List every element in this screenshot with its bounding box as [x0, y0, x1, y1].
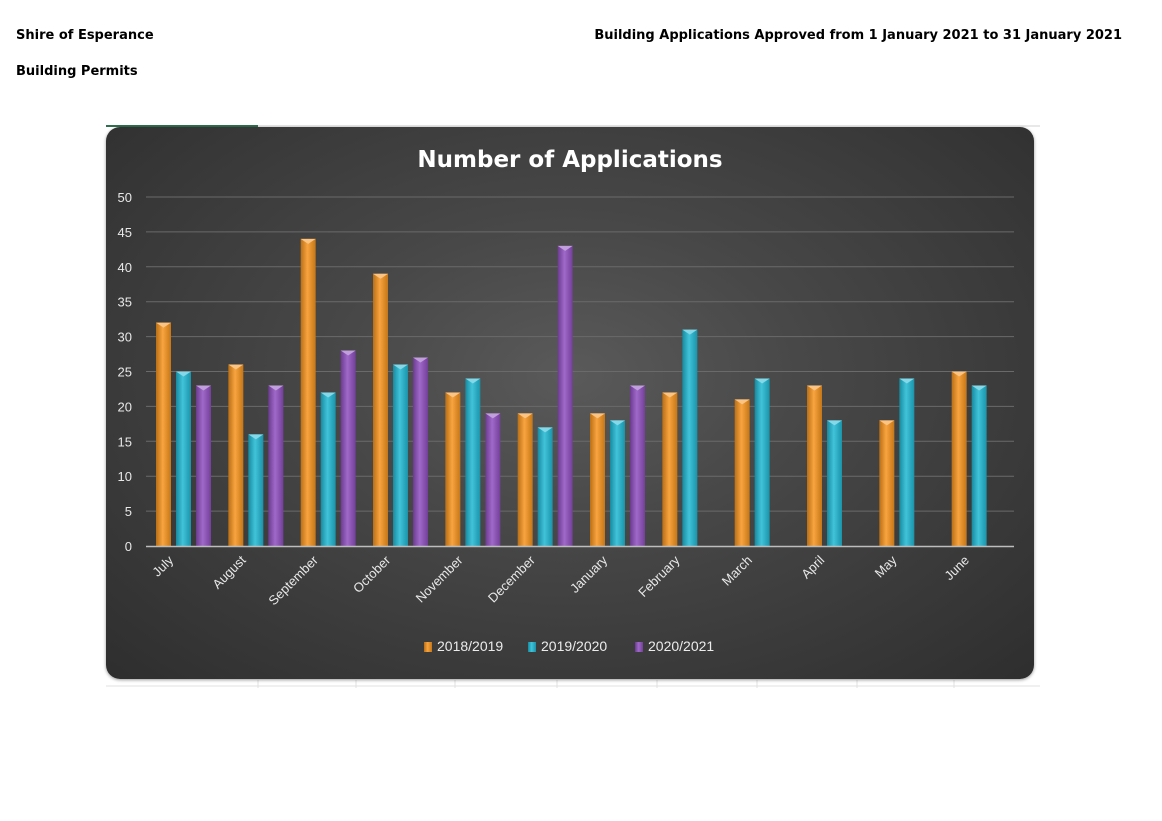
bar — [971, 385, 987, 546]
bar — [485, 413, 501, 546]
bar-cap — [485, 413, 501, 419]
report-title: Building Applications Approved from 1 Ja… — [594, 28, 1122, 43]
chart-title: Number of Applications — [417, 147, 722, 173]
bar-cap — [537, 427, 553, 433]
y-tick-label: 0 — [125, 539, 132, 554]
section-title: Building Permits — [16, 64, 138, 79]
bar-cap — [176, 371, 191, 377]
bar-chart: Number of Applications 0 5 10 15 20 25 30 35 40 45… — [118, 147, 1014, 654]
bar — [590, 413, 605, 546]
x-tick-label: January — [567, 552, 611, 596]
bar-cap — [754, 378, 770, 384]
bar — [517, 413, 533, 546]
x-tick-label: December — [485, 552, 538, 605]
bar — [156, 322, 171, 546]
bar — [320, 392, 336, 546]
bar-cap — [373, 273, 388, 279]
x-tick-label: May — [872, 552, 900, 580]
x-tick-label: February — [635, 552, 683, 600]
bar-cap — [300, 238, 316, 244]
bar — [630, 385, 645, 546]
bar — [879, 420, 895, 546]
bar — [340, 350, 356, 546]
x-tick-label: September — [265, 552, 321, 608]
x-tick-label: October — [350, 552, 394, 596]
bar — [196, 385, 211, 546]
bar-cap — [734, 399, 750, 405]
organisation-name: Shire of Esperance — [16, 28, 154, 43]
chart-area: Number of Applications 0 5 10 15 20 25 30 35 40 45… — [106, 127, 1034, 679]
x-tick-label: June — [941, 553, 972, 584]
legend-swatch — [528, 642, 536, 652]
y-tick-label: 10 — [118, 469, 132, 484]
bar — [682, 329, 698, 546]
legend-label: 2020/2021 — [648, 638, 714, 654]
y-tick-label: 30 — [118, 330, 132, 345]
bar-cap — [196, 385, 211, 391]
bar-cap — [320, 392, 336, 398]
bar-cap — [590, 413, 605, 419]
bar — [300, 238, 316, 546]
bar-cap — [445, 392, 461, 398]
bar-cap — [413, 357, 428, 363]
bar — [373, 273, 388, 546]
bar-cap — [465, 378, 481, 384]
bar — [807, 385, 822, 546]
bar-cap — [268, 385, 284, 391]
bar-cap — [393, 364, 408, 370]
bar-cap — [899, 378, 915, 384]
bar — [951, 371, 967, 546]
bar-cap — [662, 392, 678, 398]
bar — [413, 357, 428, 546]
bar — [445, 392, 461, 546]
bar-cap — [951, 371, 967, 377]
x-tick-label: March — [719, 553, 755, 589]
legend-swatch — [424, 642, 432, 652]
bar — [228, 364, 244, 546]
legend-label: 2019/2020 — [541, 638, 607, 654]
y-tick-label: 35 — [118, 295, 132, 310]
bar-cap — [971, 385, 987, 391]
bar-cap — [517, 413, 533, 419]
bar-cap — [610, 420, 625, 426]
bar — [537, 427, 553, 546]
bar-cap — [682, 329, 698, 335]
x-tick-label: April — [798, 552, 827, 581]
y-tick-label: 15 — [118, 434, 132, 449]
x-tick-label: November — [413, 552, 466, 605]
bar — [248, 434, 264, 546]
bar — [899, 378, 915, 546]
bar — [734, 399, 750, 546]
bar-cap — [156, 322, 171, 328]
bar-cap — [630, 385, 645, 391]
bar-cap — [879, 420, 895, 426]
bar-cap — [807, 385, 822, 391]
legend-label: 2018/2019 — [437, 638, 503, 654]
x-tick-label: August — [209, 552, 248, 591]
y-tick-label: 40 — [118, 260, 132, 275]
bar — [268, 385, 284, 546]
y-tick-label: 45 — [118, 225, 132, 240]
legend-swatch — [635, 642, 643, 652]
bar-cap — [340, 350, 356, 356]
bar — [754, 378, 770, 546]
bar — [465, 378, 481, 546]
bar — [557, 245, 573, 547]
bar-cap — [228, 364, 244, 370]
bar-cap — [827, 420, 842, 426]
bar — [662, 392, 678, 546]
bar — [610, 420, 625, 546]
x-tick-label: July — [149, 552, 176, 579]
bar-cap — [557, 245, 573, 251]
y-tick-label: 50 — [118, 190, 132, 205]
bar — [176, 371, 191, 546]
y-tick-label: 5 — [125, 504, 132, 519]
bar — [393, 364, 408, 546]
y-tick-label: 20 — [118, 399, 132, 414]
bar-cap — [248, 434, 264, 440]
bar — [827, 420, 842, 546]
y-tick-label: 25 — [118, 365, 132, 380]
